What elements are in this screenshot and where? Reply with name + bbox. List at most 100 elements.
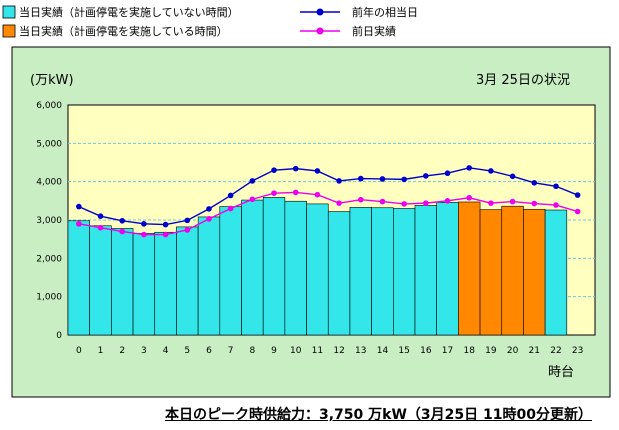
- prev-year-point-5: [184, 217, 191, 224]
- peak-supply-footer: 本日のピーク時供給力：3,750 万kW（3月25日 11時00分更新）: [165, 407, 592, 423]
- bar-hour-19: [479, 209, 503, 336]
- prev-day-point-20: [509, 198, 516, 205]
- bars: [67, 197, 568, 336]
- bar-hour-4: [154, 231, 177, 336]
- x-tick-label: 16: [420, 346, 432, 356]
- prev-day-point-16: [423, 200, 429, 206]
- x-tick-label: 11: [312, 346, 323, 356]
- legend-label-normal: 当日実績（計画停電を実施していない時間）: [19, 5, 239, 19]
- series-line-prev-day: [78, 191, 578, 236]
- x-tick-label: 18: [463, 346, 475, 356]
- x-tick-label: 23: [572, 346, 583, 356]
- x-tick-label: 1: [98, 346, 104, 356]
- prev-day-point-14: [379, 198, 386, 205]
- bar-hour-3: [132, 233, 156, 336]
- prev-year-point-15: [401, 176, 407, 183]
- prev-year-point-1: [97, 213, 104, 219]
- bar-hour-16: [414, 205, 437, 336]
- bar-hour-12: [327, 211, 351, 336]
- prev-day-point-23: [574, 208, 581, 215]
- prev-year-point-2: [119, 217, 126, 224]
- prev-year-point-20: [509, 173, 516, 180]
- prev-day-point-13: [357, 196, 364, 203]
- y-tick-label: 5,000: [36, 139, 62, 149]
- chart-annotation: 3月 25日の状況: [476, 73, 570, 88]
- prev-year-point-19: [488, 168, 494, 174]
- prev-year-point-12: [336, 178, 342, 184]
- bar-hour-21: [523, 208, 546, 336]
- prev-year-point-18: [466, 165, 473, 171]
- prev-day-point-18: [466, 194, 473, 201]
- y-axis-ticks: 0 1,000 2,000 3,000 4,000 5,000 6,000: [36, 101, 62, 341]
- prev-year-point-10: [292, 165, 299, 172]
- x-tick-label: 19: [485, 346, 497, 356]
- bar-hour-10: [284, 200, 307, 336]
- y-tick-label: 1,000: [36, 293, 62, 303]
- bar-hour-0: [67, 220, 90, 336]
- bar-hour-14: [371, 207, 394, 336]
- bar-hour-1: [89, 225, 112, 336]
- prev-year-point-4: [162, 221, 169, 228]
- x-tick-label: 3: [141, 346, 147, 356]
- x-tick-label: 9: [271, 346, 277, 356]
- x-tick-label: 2: [119, 346, 125, 356]
- bar-hour-18: [458, 201, 481, 336]
- x-tick-label: 5: [184, 346, 190, 356]
- x-tick-label: 7: [228, 346, 234, 356]
- prev-year-point-7: [227, 192, 234, 199]
- bar-hour-15: [393, 208, 416, 336]
- prev-day-point-11: [314, 191, 321, 198]
- prev-year-point-13: [357, 175, 364, 182]
- prev-day-point-17: [444, 198, 451, 204]
- prev-day-point-21: [531, 200, 538, 207]
- prev-day-point-7: [227, 205, 234, 212]
- x-tick-label: 15: [398, 346, 409, 356]
- x-tick-label: 20: [507, 346, 519, 356]
- prev-year-point-6: [206, 206, 212, 212]
- bar-hour-22: [544, 209, 568, 336]
- y-tick-label: 4,000: [36, 178, 62, 188]
- prev-year-point-0: [76, 203, 82, 210]
- legend-label-prev-day: 前日実績: [352, 24, 396, 38]
- bar-hour-11: [306, 203, 329, 336]
- prev-day-point-3: [141, 231, 147, 238]
- x-tick-label: 13: [355, 346, 366, 356]
- x-tick-label: 0: [76, 346, 82, 356]
- legend-marker-prev-day: [316, 27, 324, 35]
- bar-hour-2: [111, 228, 134, 336]
- x-tick-label: 21: [529, 346, 540, 356]
- legend: 当日実績（計画停電を実施していない時間） 当日実績（計画停電を実施している時間）…: [2, 5, 418, 38]
- prev-day-point-6: [206, 216, 212, 222]
- prev-year-point-23: [574, 192, 581, 198]
- bar-hour-13: [349, 207, 372, 336]
- bar-hour-7: [219, 206, 242, 336]
- prev-day-point-1: [97, 224, 104, 231]
- prev-day-point-5: [184, 227, 191, 233]
- x-axis-label: 時台: [548, 365, 574, 380]
- prev-year-point-3: [141, 221, 147, 227]
- series-lines: [76, 165, 581, 238]
- y-tick-label: 0: [56, 331, 62, 341]
- bar-hour-17: [436, 202, 459, 336]
- prev-year-point-9: [271, 167, 277, 173]
- legend-swatch-outage: [2, 24, 16, 38]
- prev-year-point-17: [444, 170, 451, 177]
- x-tick-label: 8: [249, 346, 255, 356]
- prev-day-point-8: [249, 196, 256, 203]
- legend-marker-prev-year: [316, 8, 324, 16]
- x-tick-label: 22: [550, 346, 561, 356]
- x-tick-label: 6: [206, 346, 212, 356]
- prev-day-point-4: [162, 231, 169, 238]
- bar-hour-6: [197, 216, 221, 336]
- bar-hour-8: [241, 199, 264, 336]
- prev-year-point-22: [553, 183, 559, 190]
- prev-year-point-16: [423, 173, 429, 179]
- prev-year-point-11: [314, 168, 321, 174]
- x-axis-ticks: 0 1 2 3 4 5 6 7 8 9 10 11 12 13 14 15 16 17 18 19 20 21 22 23: [76, 346, 583, 356]
- prev-day-point-15: [401, 201, 407, 207]
- prev-day-point-22: [553, 202, 559, 208]
- y-tick-label: 3,000: [36, 216, 62, 226]
- legend-swatch-normal: [2, 5, 16, 19]
- x-tick-label: 12: [333, 346, 344, 356]
